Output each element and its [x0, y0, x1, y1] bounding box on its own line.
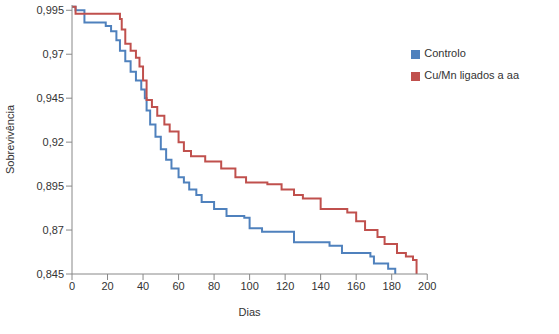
svg-text:0,845: 0,845: [36, 268, 64, 280]
svg-text:40: 40: [137, 280, 149, 292]
svg-text:0,895: 0,895: [36, 180, 64, 192]
svg-text:0: 0: [69, 280, 75, 292]
svg-text:100: 100: [240, 280, 258, 292]
svg-text:60: 60: [172, 280, 184, 292]
svg-text:200: 200: [418, 280, 436, 292]
svg-text:0,92: 0,92: [43, 136, 64, 148]
html-text:Controlo: Controlo: [424, 47, 466, 59]
svg-text:0,87: 0,87: [43, 224, 64, 236]
svg-text:Sobrevivência: Sobrevivência: [8, 104, 16, 174]
svg-text:120: 120: [276, 280, 294, 292]
svg-text:80: 80: [208, 280, 220, 292]
svg-text:0,945: 0,945: [36, 92, 64, 104]
svg-text:0,995: 0,995: [36, 4, 64, 16]
svg-text:20: 20: [101, 280, 113, 292]
svg-text:180: 180: [383, 280, 401, 292]
svg-text:Dias: Dias: [239, 306, 262, 318]
svg-text:160: 160: [347, 280, 365, 292]
svg-text:140: 140: [311, 280, 329, 292]
svg-text:0,97: 0,97: [43, 48, 64, 60]
html-text:Cu/Mn ligados a aa: Cu/Mn ligados a aa: [424, 69, 519, 81]
